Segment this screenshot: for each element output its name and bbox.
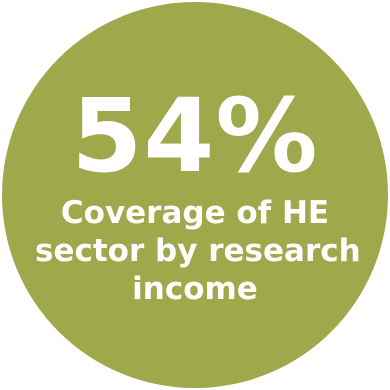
stat-circle: 54% Coverage of HE sector by research in… (2, 2, 388, 388)
stat-caption-line-3: income (132, 271, 258, 307)
stat-caption-line-1: Coverage of HE (60, 195, 330, 231)
stat-value: 54% (71, 77, 319, 196)
stat-caption-line-2: sector by research (35, 233, 361, 269)
stat-caption: Coverage of HE sector by research income (35, 194, 361, 308)
